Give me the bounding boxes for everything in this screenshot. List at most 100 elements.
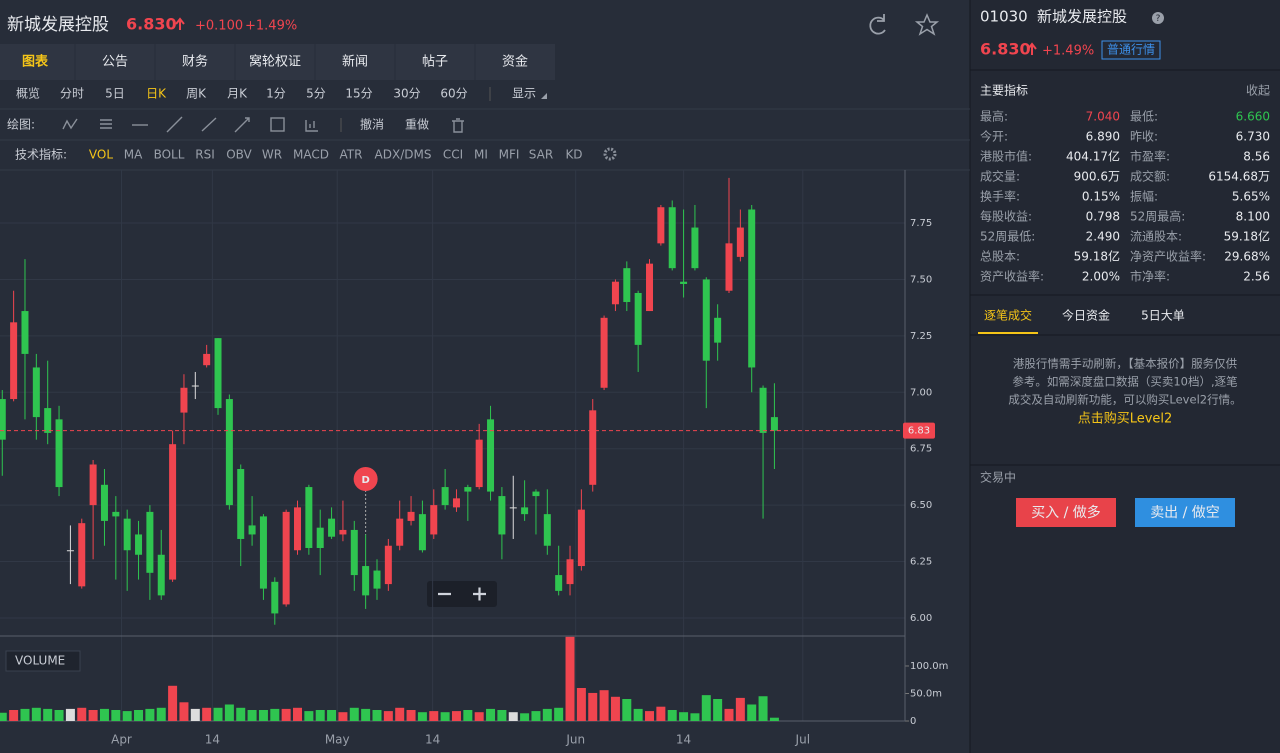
- candle-body: [339, 529, 347, 535]
- indicator[interactable]: ATR: [340, 148, 363, 162]
- candle-body: [464, 487, 472, 492]
- candle-body: [350, 529, 358, 576]
- volume-bar: [395, 707, 405, 721]
- period[interactable]: 30分: [393, 87, 420, 101]
- volume-bar: [361, 708, 371, 721]
- left-bg: [0, 0, 970, 753]
- stat-label: 市净率:: [1130, 269, 1170, 284]
- indicator[interactable]: BOLL: [154, 148, 185, 162]
- candle-body: [589, 410, 597, 485]
- tab[interactable]: 新闻: [342, 54, 368, 70]
- indicator[interactable]: SAR: [529, 148, 553, 162]
- volume-bar: [134, 709, 144, 721]
- candle-body: [214, 338, 222, 409]
- volume-bar: [588, 692, 598, 721]
- quote-type[interactable]: 普通行情: [1107, 43, 1155, 57]
- draw-tools[interactable]: [62, 116, 464, 133]
- display-caret: [541, 93, 547, 99]
- star-icon[interactable]: [914, 13, 940, 36]
- period[interactable]: 5分: [306, 87, 326, 101]
- period[interactable]: 周K: [186, 87, 207, 101]
- candle-body: [543, 514, 551, 546]
- notice-line: 港股行情需手动刷新，【基本报价】服务仅供: [1013, 357, 1238, 371]
- indicator[interactable]: WR: [262, 148, 282, 162]
- tab[interactable]: 窝轮权证: [249, 54, 301, 70]
- undo[interactable]: 撤消: [360, 117, 384, 132]
- volume-bar: [758, 696, 768, 721]
- sell-button[interactable]: [1135, 498, 1235, 527]
- volume-bar: [576, 687, 586, 721]
- y-tick-label: 7.50: [910, 274, 932, 285]
- display[interactable]: 显示: [512, 87, 536, 101]
- period[interactable]: 日K: [146, 87, 167, 101]
- stat-value: 2.00%: [1082, 270, 1120, 284]
- indicator[interactable]: CCI: [443, 148, 463, 162]
- indicator[interactable]: MACD: [293, 148, 329, 162]
- candle-body: [475, 439, 483, 488]
- candle-body: [169, 444, 177, 580]
- gear-icon[interactable]: [603, 147, 617, 161]
- candle-body: [714, 317, 722, 343]
- volume-bar: [486, 708, 496, 721]
- marker-dot[interactable]: [353, 467, 378, 491]
- level2-link[interactable]: 点击购买Level2: [1078, 411, 1173, 427]
- candle-body: [611, 281, 619, 305]
- volume-bar: [690, 713, 700, 721]
- indicator[interactable]: ADX/DMS: [375, 148, 432, 162]
- stat-value: 0.798: [1086, 210, 1120, 224]
- x-tick-label: Jun: [565, 733, 585, 747]
- indicator[interactable]: MA: [124, 148, 143, 162]
- tab[interactable]: 财务: [182, 54, 208, 70]
- stat-label: 今开:: [980, 129, 1008, 144]
- volume-bar: [281, 708, 291, 721]
- indicator[interactable]: MFI: [499, 148, 520, 162]
- tab[interactable]: 公告: [102, 55, 128, 70]
- quote-type-box[interactable]: [1101, 40, 1161, 60]
- volume-label-box: [5, 650, 81, 672]
- volume-bar: [463, 709, 473, 721]
- candle-body: [680, 281, 688, 284]
- collapse[interactable]: 收起: [1246, 84, 1270, 98]
- status: 交易中: [980, 470, 1016, 485]
- zoom-buttons[interactable]: [438, 587, 486, 601]
- candle-body: [316, 527, 324, 548]
- volume-bar: [520, 713, 530, 721]
- period[interactable]: 分时: [60, 87, 84, 101]
- volume-bar: [633, 708, 643, 721]
- y2-tick-label: 0: [910, 716, 916, 727]
- stat-label: 52周最高:: [1130, 209, 1185, 224]
- tab[interactable]: 帖子: [422, 55, 448, 70]
- x-tick-label: 14: [676, 733, 691, 747]
- refresh-icon[interactable]: [869, 14, 886, 35]
- period[interactable]: 15分: [345, 87, 372, 101]
- indicator[interactable]: MI: [474, 148, 488, 162]
- candle-body: [759, 387, 767, 433]
- period[interactable]: 概览: [16, 86, 40, 101]
- panel-tab[interactable]: 今日资金: [1062, 308, 1110, 323]
- panel-tab[interactable]: 逐笔成交: [984, 308, 1032, 323]
- stat-label: 港股市值:: [980, 149, 1032, 164]
- tab[interactable]: 图表: [22, 54, 49, 70]
- candle-body: [532, 491, 540, 497]
- stat-value: 2.56: [1243, 270, 1270, 284]
- volume-bar: [599, 690, 609, 721]
- indicator[interactable]: VOL: [89, 148, 113, 162]
- redo[interactable]: 重做: [405, 117, 429, 132]
- volume-bar: [31, 707, 41, 721]
- candle-body: [100, 484, 108, 521]
- candle-body: [44, 408, 52, 433]
- buy-button[interactable]: [1016, 498, 1116, 527]
- period[interactable]: 60分: [440, 87, 467, 101]
- indicator[interactable]: KD: [565, 148, 582, 162]
- indicator[interactable]: OBV: [226, 148, 252, 162]
- tab[interactable]: 资金: [502, 54, 528, 70]
- sell-label[interactable]: 卖出 / 做空: [1150, 505, 1220, 521]
- buy-label[interactable]: 买入 / 做多: [1031, 504, 1101, 521]
- indicator[interactable]: RSI: [195, 148, 215, 162]
- period[interactable]: 5日: [105, 87, 125, 101]
- period[interactable]: 月K: [227, 87, 248, 101]
- panel-tab[interactable]: 5日大单: [1141, 309, 1185, 323]
- stat-value: 6.730: [1236, 130, 1270, 144]
- period[interactable]: 1分: [266, 87, 286, 101]
- help-icon[interactable]: [1152, 12, 1164, 24]
